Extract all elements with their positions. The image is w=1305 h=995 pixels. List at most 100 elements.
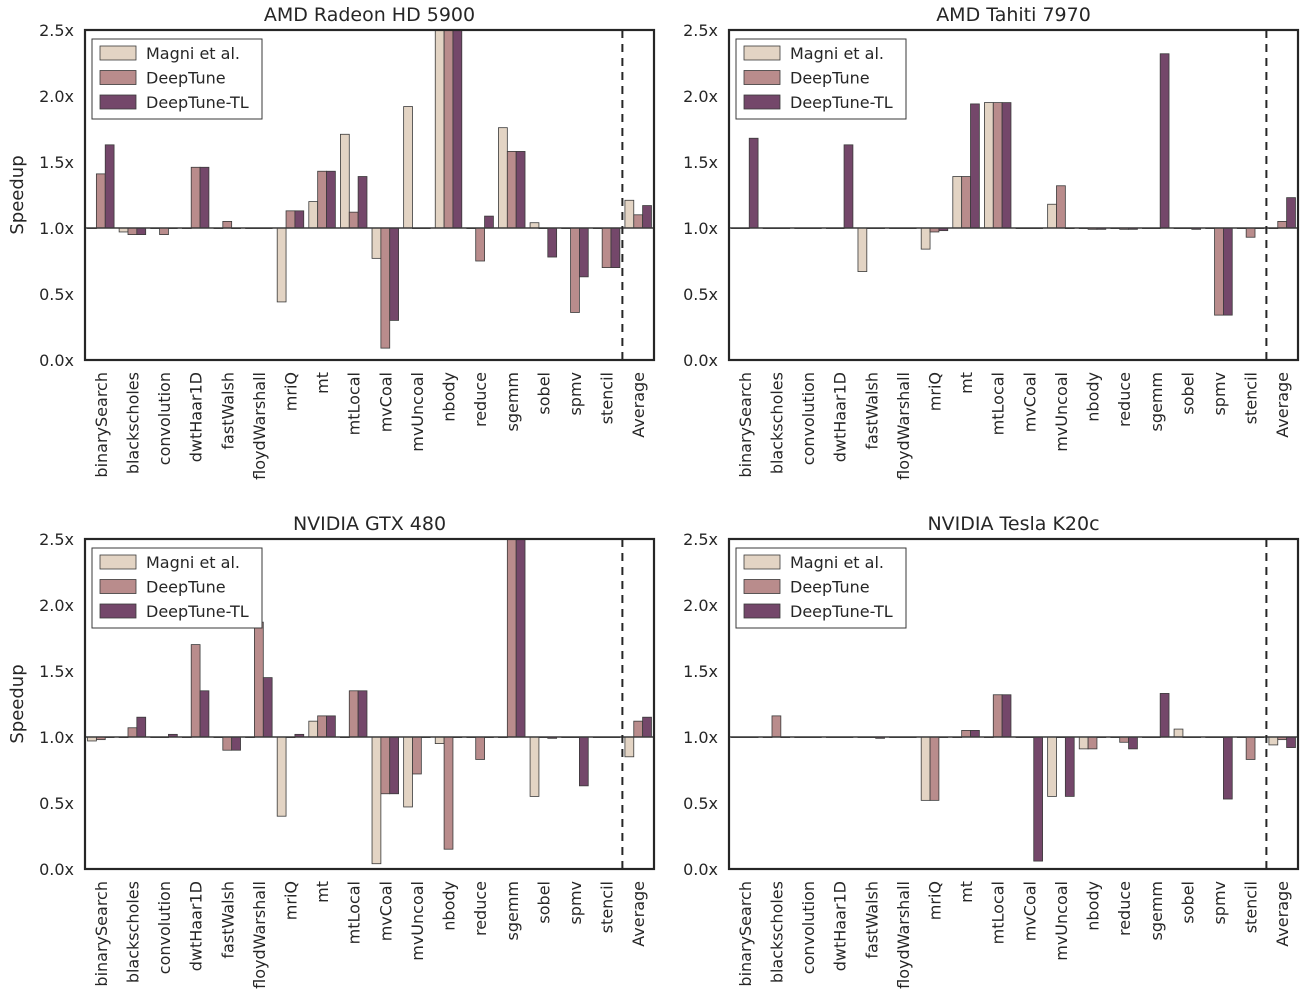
y-tick-label: 1.0x	[39, 219, 74, 238]
bar	[389, 736, 399, 795]
x-tick-label: mtLocal	[345, 372, 364, 435]
x-tick-label: sobel	[1178, 372, 1197, 415]
bar	[403, 736, 413, 808]
bar	[412, 736, 422, 775]
x-tick-label: stencil	[598, 372, 617, 424]
bar	[1223, 227, 1233, 316]
legend-label: DeepTune	[146, 578, 226, 597]
chart-panel-2: AMD Tahiti 7970 0.0x 0.5x 1.0x 1.5x 2.0x 2.5x b…	[683, 4, 1300, 480]
bar	[190, 166, 201, 229]
bar	[1223, 736, 1233, 800]
bar	[348, 690, 359, 738]
bar	[380, 227, 391, 349]
chart-title: AMD Tahiti 7970	[936, 4, 1091, 26]
bar	[929, 736, 940, 801]
bar	[1245, 736, 1256, 760]
x-tick-label: mt	[313, 881, 332, 903]
bar	[1056, 185, 1066, 229]
bar	[920, 736, 931, 801]
y-tick-label: 0.5x	[683, 285, 718, 304]
bar	[222, 736, 233, 751]
x-tick-label: mriQ	[281, 372, 300, 411]
y-tick-label: 1.5x	[39, 662, 74, 681]
x-tick-label: sgemm	[1147, 881, 1166, 941]
y-tick-label: 1.0x	[39, 728, 74, 747]
chart-title: NVIDIA Tesla K20c	[927, 513, 1099, 535]
bar	[389, 227, 399, 321]
legend-swatch	[99, 603, 137, 619]
bar	[570, 227, 580, 313]
x-tick-label: mt	[957, 881, 976, 903]
x-tick-label: convolution	[799, 881, 818, 974]
y-tick-label: 1.0x	[683, 728, 718, 747]
x-tick-label: nbody	[1084, 881, 1103, 931]
chart-title: NVIDIA GTX 480	[293, 513, 446, 535]
bar	[222, 220, 233, 229]
bar	[579, 227, 589, 278]
bar	[992, 694, 1003, 738]
bar	[357, 176, 368, 229]
bar	[970, 103, 980, 229]
x-tick-label: sgemm	[503, 372, 522, 432]
plot-frame	[727, 28, 1300, 362]
bar	[199, 166, 210, 229]
x-tick-label: sobel	[534, 372, 553, 415]
bar	[199, 690, 210, 738]
bar	[624, 736, 635, 758]
x-tick-label: spmv	[1210, 881, 1229, 925]
x-tick-label: floydWarshall	[250, 372, 269, 480]
bar	[1033, 736, 1043, 862]
bar	[843, 144, 854, 229]
chart-panel-1: AMD Radeon HD 5900 Speedup 0.0x 0.5x 1.0x 1.5…	[7, 4, 656, 480]
bar	[498, 127, 508, 229]
bar	[190, 644, 201, 738]
legend-label: Magni et al.	[790, 553, 884, 572]
chart-title: AMD Radeon HD 5900	[264, 4, 475, 26]
legend-label: Magni et al.	[146, 44, 240, 63]
x-tick-label: spmv	[566, 372, 585, 416]
bar	[127, 227, 138, 235]
bar	[443, 736, 454, 850]
x-tick-label: binarySearch	[92, 881, 111, 987]
bar	[748, 137, 759, 229]
legend-swatch	[99, 70, 137, 85]
x-tick-label: binarySearch	[92, 372, 111, 478]
x-tick-label: Average	[629, 372, 648, 438]
x-tick-label: nbody	[440, 881, 459, 931]
bar	[547, 227, 558, 258]
x-tick-label: mtLocal	[989, 372, 1008, 435]
bar	[443, 29, 454, 229]
bar	[529, 736, 540, 797]
legend-swatch	[99, 94, 137, 110]
bars	[87, 29, 652, 349]
bar	[127, 727, 138, 738]
bar	[231, 736, 241, 751]
x-tick-label: mvCoal	[376, 372, 395, 432]
y-tick-label: 0.0x	[683, 351, 718, 370]
x-tick-label: fastWalsh	[862, 881, 881, 959]
bar	[317, 170, 327, 229]
y-tick-label: 2.5x	[683, 21, 718, 40]
y-axis-label: Speedup	[7, 664, 28, 743]
x-tick-label: mvCoal	[1020, 372, 1039, 432]
bar	[1173, 728, 1184, 738]
bar	[952, 176, 963, 229]
y-tick-label: 0.5x	[39, 285, 74, 304]
y-tick-label: 2.5x	[39, 21, 74, 40]
bars	[731, 693, 1296, 862]
legend-label: DeepTune-TL	[146, 93, 249, 112]
x-tick-label: blackscholes	[767, 372, 786, 474]
bar	[1078, 736, 1089, 750]
x-tick-label: mriQ	[925, 372, 944, 411]
bar	[475, 736, 485, 760]
x-tick-label: floydWarshall	[894, 881, 913, 989]
bar	[371, 227, 382, 259]
y-tick-label: 1.5x	[683, 662, 718, 681]
x-tick-label: convolution	[155, 881, 174, 974]
legend-swatch	[99, 554, 137, 570]
bar	[970, 730, 980, 738]
legend-label: DeepTune	[790, 578, 870, 597]
y-tick-label: 0.0x	[683, 860, 718, 879]
x-tick-label: floydWarshall	[250, 881, 269, 989]
